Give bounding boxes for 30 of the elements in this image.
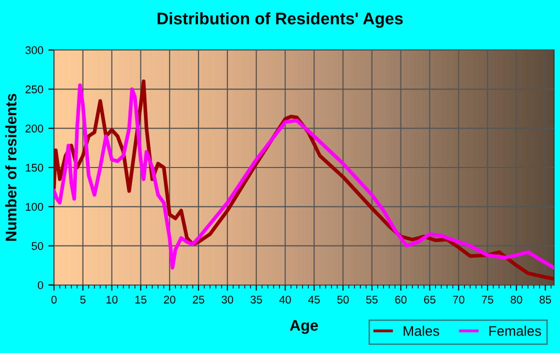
x-tick-label: 20 [164,296,176,304]
x-tick-label: 85 [540,296,552,304]
y-tick-label: 50 [32,242,44,250]
y-tick-label: 0 [38,281,44,290]
y-tick-label: 250 [26,85,44,94]
x-tick-label: 75 [482,296,494,304]
x-tick-label: 60 [395,296,407,304]
y-tick-label: 150 [26,164,44,172]
y-tick-label: 200 [26,124,44,132]
x-tick-label: 0 [51,296,57,304]
x-tick-label: 80 [510,296,522,304]
chart-title: Distribution of Residents' Ages [158,12,403,28]
y-tick-label: 300 [25,46,44,54]
x-tick-label: 5 [80,296,86,304]
y-tick-label: 100 [26,202,44,211]
x-axis-title: Age [290,320,318,334]
x-tick-label: 15 [135,296,146,304]
x-tick-label: 35 [250,296,262,304]
legend-label: Females [489,326,541,336]
x-tick-label: 55 [366,296,378,304]
x-tick-label: 10 [106,296,118,304]
x-tick-label: 70 [453,296,464,304]
x-tick-label: 25 [192,296,204,304]
x-tick-label: 45 [308,296,320,304]
x-tick-label: 50 [337,296,349,304]
x-tick-label: 65 [424,296,436,304]
legend-label: Males [404,326,440,336]
y-axis-title: Number of residents [5,94,16,241]
x-tick-label: 30 [222,296,234,304]
x-tick-label: 40 [279,296,291,304]
